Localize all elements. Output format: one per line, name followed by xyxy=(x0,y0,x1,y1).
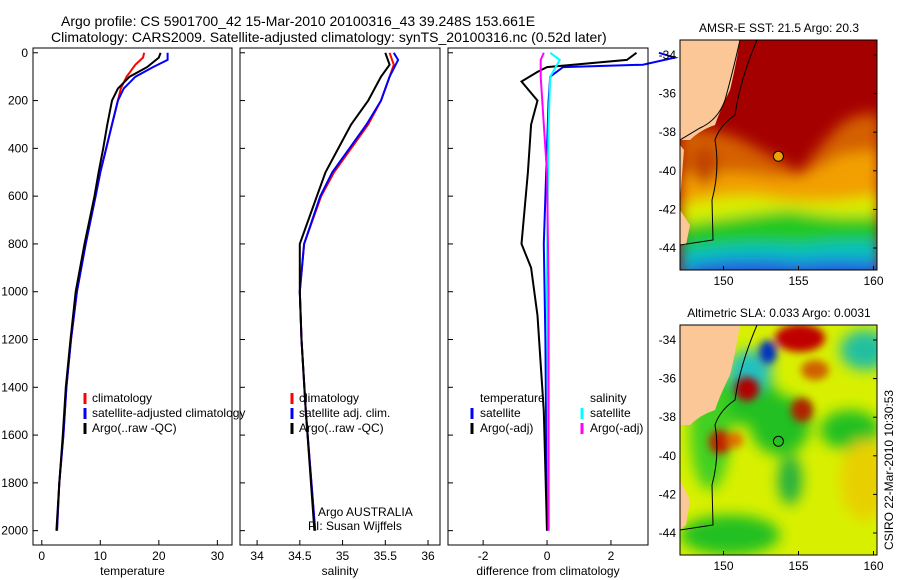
map-y-tick-label: -34 xyxy=(659,48,677,62)
x-tick-label: 34.5 xyxy=(288,549,312,563)
map-y-tick-label: -34 xyxy=(659,333,677,347)
legend-group-title: salinity xyxy=(590,391,627,405)
sst-map xyxy=(680,40,877,270)
x-tick-label: -2 xyxy=(478,549,489,563)
temperature-line-blue xyxy=(56,52,169,531)
y-tick-label: 1600 xyxy=(1,428,28,442)
salinity-xlabel: salinity xyxy=(322,564,359,578)
legend-label: satellite-adjusted climatology xyxy=(92,406,245,420)
map-y-tick-label: -42 xyxy=(659,487,677,501)
legend-label: climatology xyxy=(299,391,359,405)
legend-label: climatology xyxy=(92,391,152,405)
y-tick-label: 400 xyxy=(8,141,28,155)
map-y-tick-label: -38 xyxy=(659,410,677,424)
legend-label: satellite xyxy=(590,406,631,420)
y-tick-label: 600 xyxy=(8,189,28,203)
y-tick-label: 1000 xyxy=(1,285,28,299)
map-y-tick-label: -36 xyxy=(659,372,677,386)
x-tick-label: 30 xyxy=(211,549,225,563)
sla-map-title: Altimetric SLA: 0.033 Argo: 0.0031 xyxy=(687,306,871,320)
x-tick-label: 35.5 xyxy=(374,549,398,563)
y-tick-label: 2000 xyxy=(1,524,28,538)
coastline xyxy=(680,40,741,141)
map-x-tick-label: 155 xyxy=(788,274,808,288)
legend-label: Argo(-adj) xyxy=(480,421,533,435)
map-y-tick-label: -40 xyxy=(659,164,677,178)
temperature-line-black xyxy=(55,52,162,531)
difference-axes-frame xyxy=(447,47,649,546)
temperature-axes-frame xyxy=(32,47,233,546)
map-y-tick-label: -44 xyxy=(659,241,677,255)
figure-title-line1: Argo profile: CS 5901700_42 15-Mar-2010 … xyxy=(61,13,536,29)
y-tick-label: 1200 xyxy=(1,333,28,347)
salinity-line-black xyxy=(298,52,391,531)
x-tick-label: 36 xyxy=(421,549,435,563)
y-tick-label: 0 xyxy=(21,46,28,60)
legend-label: satellite xyxy=(480,406,521,420)
y-tick-label: 200 xyxy=(8,94,28,108)
salinity-axes-frame xyxy=(239,47,441,546)
difference-line-magenta xyxy=(539,52,550,531)
difference-line-black xyxy=(519,51,638,531)
land-mass xyxy=(680,40,740,140)
map-y-tick-label: -40 xyxy=(659,449,677,463)
map-x-tick-label: 160 xyxy=(863,274,883,288)
x-tick-label: 10 xyxy=(94,549,108,563)
map-x-tick-label: 150 xyxy=(713,274,733,288)
map-x-tick-label: 155 xyxy=(788,559,808,573)
argo-location-marker xyxy=(772,150,784,162)
figure-title-line2: Climatology: CARS2009. Satellite-adjuste… xyxy=(51,29,607,45)
map-y-tick-label: -36 xyxy=(659,87,677,101)
legend-group-title: temperature xyxy=(480,391,545,405)
difference-line-cyan xyxy=(545,51,562,531)
x-tick-label: 0 xyxy=(38,549,45,563)
y-tick-label: 1400 xyxy=(1,380,28,394)
legend-label: Argo(..raw -QC) xyxy=(92,421,177,435)
legend-label: Argo(-adj) xyxy=(590,421,643,435)
map-x-tick-label: 160 xyxy=(863,559,883,573)
sla-map xyxy=(680,325,877,555)
difference-xlabel: difference from climatology xyxy=(476,564,619,578)
depth-contour xyxy=(680,40,758,246)
x-tick-label: 0 xyxy=(544,549,551,563)
temperature-line-red xyxy=(56,52,146,531)
salinity-line-red xyxy=(298,52,395,531)
argo-location-marker xyxy=(772,435,784,447)
x-tick-label: 34 xyxy=(250,549,264,563)
argo-australia-label: Argo AUSTRALIA xyxy=(318,505,413,519)
legend-label: Argo(..raw -QC) xyxy=(299,421,384,435)
y-tick-label: 1800 xyxy=(1,476,28,490)
pi-label: PI: Susan Wijffels xyxy=(308,519,402,533)
legend-label: satellite adj. clim. xyxy=(299,406,390,420)
temperature-xlabel: temperature xyxy=(100,564,165,578)
difference-line-blue xyxy=(542,51,679,531)
credit-label: CSIRO 22-Mar-2010 10:30:53 xyxy=(882,390,896,550)
map-y-tick-label: -42 xyxy=(659,202,677,216)
salinity-line-blue xyxy=(298,52,400,531)
map-y-tick-label: -38 xyxy=(659,125,677,139)
map-x-tick-label: 150 xyxy=(713,559,733,573)
x-tick-label: 2 xyxy=(608,549,615,563)
map-y-tick-label: -44 xyxy=(659,526,677,540)
x-tick-label: 20 xyxy=(152,549,166,563)
sst-map-title: AMSR-E SST: 21.5 Argo: 20.3 xyxy=(699,21,859,35)
x-tick-label: 35 xyxy=(336,549,350,563)
y-tick-label: 800 xyxy=(8,237,28,251)
